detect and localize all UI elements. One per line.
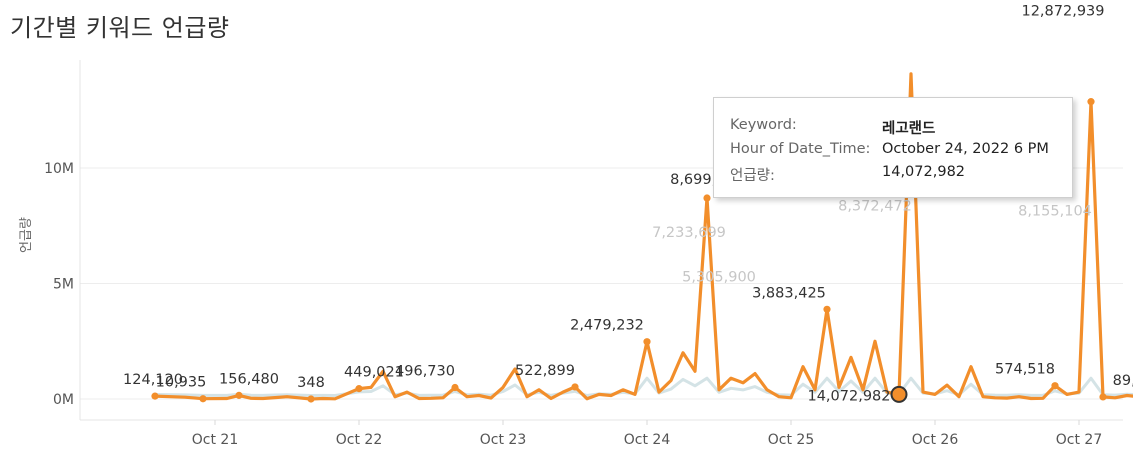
faint-data-label: 8,155,104 [1018,204,1092,220]
data-label: 2,479,232 [570,318,644,334]
tooltip-row-keyword: Keyword: 레고랜드 [730,117,1062,139]
y-tick-label: 5M [53,277,74,293]
x-axis-ticks: Oct 21 Oct 22 Oct 23 Oct 24 Oct 25 Oct 26 Oct … [192,420,1102,448]
tooltip-row-count: 언급량: 14,072,982 [730,164,1062,186]
chart-title: 기간별 키워드 언급량 [10,14,230,42]
data-point[interactable] [1087,98,1095,106]
data-label: 12,872,939 [1021,4,1104,20]
data-label: 89,922 [1113,373,1133,389]
y-tick-label: 0M [53,392,74,408]
x-tick-label: Oct 27 [1056,432,1102,448]
data-point[interactable] [823,305,831,313]
x-tick-label: Oct 26 [912,432,959,448]
x-tick-label: Oct 23 [480,432,526,448]
data-label: 3,883,425 [752,285,826,301]
tooltip-keyword-label: Keyword: [730,117,797,133]
tooltip: Keyword: 레고랜드 Hour of Date_Time: October… [713,97,1073,198]
data-point[interactable] [451,383,459,392]
tooltip-count-value: 14,072,982 [882,164,966,180]
data-point[interactable] [1099,393,1107,401]
data-label: 124,120 [123,372,183,388]
data-point[interactable] [199,395,207,403]
data-label: 348 [297,375,325,391]
highlight-point [890,385,908,403]
data-label: 10,935 [156,375,207,391]
data-point[interactable] [643,338,651,346]
tooltip-time-label: Hour of Date_Time: [730,141,871,157]
data-label: 156,480 [219,371,279,387]
main-series [153,72,1133,401]
highlighted-data-point[interactable] [890,385,908,403]
x-tick-label: Oct 25 [768,432,814,448]
data-point[interactable] [571,383,579,391]
main-series-line[interactable] [153,72,1133,401]
faint-data-label: 5,305,900 [682,269,756,285]
data-point[interactable] [235,391,243,399]
data-point[interactable] [307,395,315,403]
tooltip-time-value: October 24, 2022 6 PM [882,141,1049,157]
y-axis-label: 언급량 [19,217,34,253]
data-label: 522,899 [515,363,575,379]
data-point[interactable] [151,392,159,400]
data-point[interactable] [1051,382,1059,390]
data-label: 14,072,982 [807,388,890,404]
faint-data-labels: 7,233,6995,305,9008,372,4728,155,1045,23… [652,199,1092,286]
faint-data-label: 8,372,472 [838,199,912,215]
tooltip-keyword-value: 레고랜드 [882,121,936,137]
y-axis-ticks: 0M 5M 10M [44,161,74,408]
data-label: 449,021 [344,365,404,381]
tooltip-row-time: Hour of Date_Time: October 24, 2022 6 PM [730,141,1062,163]
y-tick-label: 10M [44,161,74,177]
x-tick-label: Oct 21 [192,432,238,448]
labeled-points [151,98,1107,403]
data-label: 496,730 [395,364,455,380]
data-label: 574,518 [995,362,1055,378]
tooltip-count-label: 언급량: [730,168,775,184]
faint-data-label: 7,233,699 [652,225,726,241]
x-tick-label: Oct 22 [336,432,382,448]
data-point[interactable] [355,385,363,393]
x-tick-label: Oct 24 [624,432,671,448]
data-point[interactable] [703,194,711,202]
